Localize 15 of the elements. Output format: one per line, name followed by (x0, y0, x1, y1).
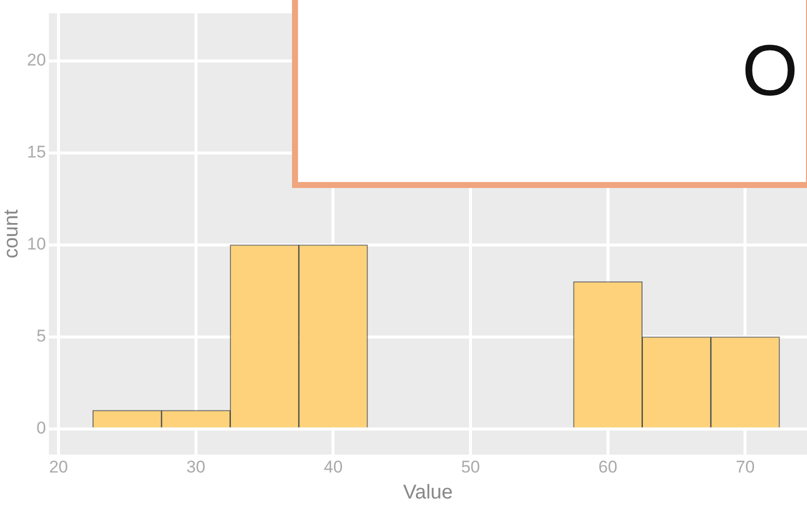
annotation: O (742, 30, 798, 112)
y-axis-title: count (0, 209, 23, 258)
y-tick-label: 10 (26, 234, 46, 254)
x-tick-label: 70 (736, 457, 755, 476)
x-tick-label: 20 (49, 457, 68, 476)
y-tick-label: 20 (26, 50, 46, 70)
x-tick-label: 30 (186, 457, 206, 476)
x-tick-label: 50 (461, 457, 480, 476)
x-tick-label: 40 (324, 457, 343, 476)
x-tick-label: 60 (598, 457, 618, 476)
text-box: O (292, 0, 807, 188)
y-tick-label: 5 (36, 326, 46, 346)
y-tick-label: 15 (26, 142, 46, 162)
y-tick-label: 0 (36, 418, 46, 438)
x-axis-title: Value (403, 482, 453, 504)
